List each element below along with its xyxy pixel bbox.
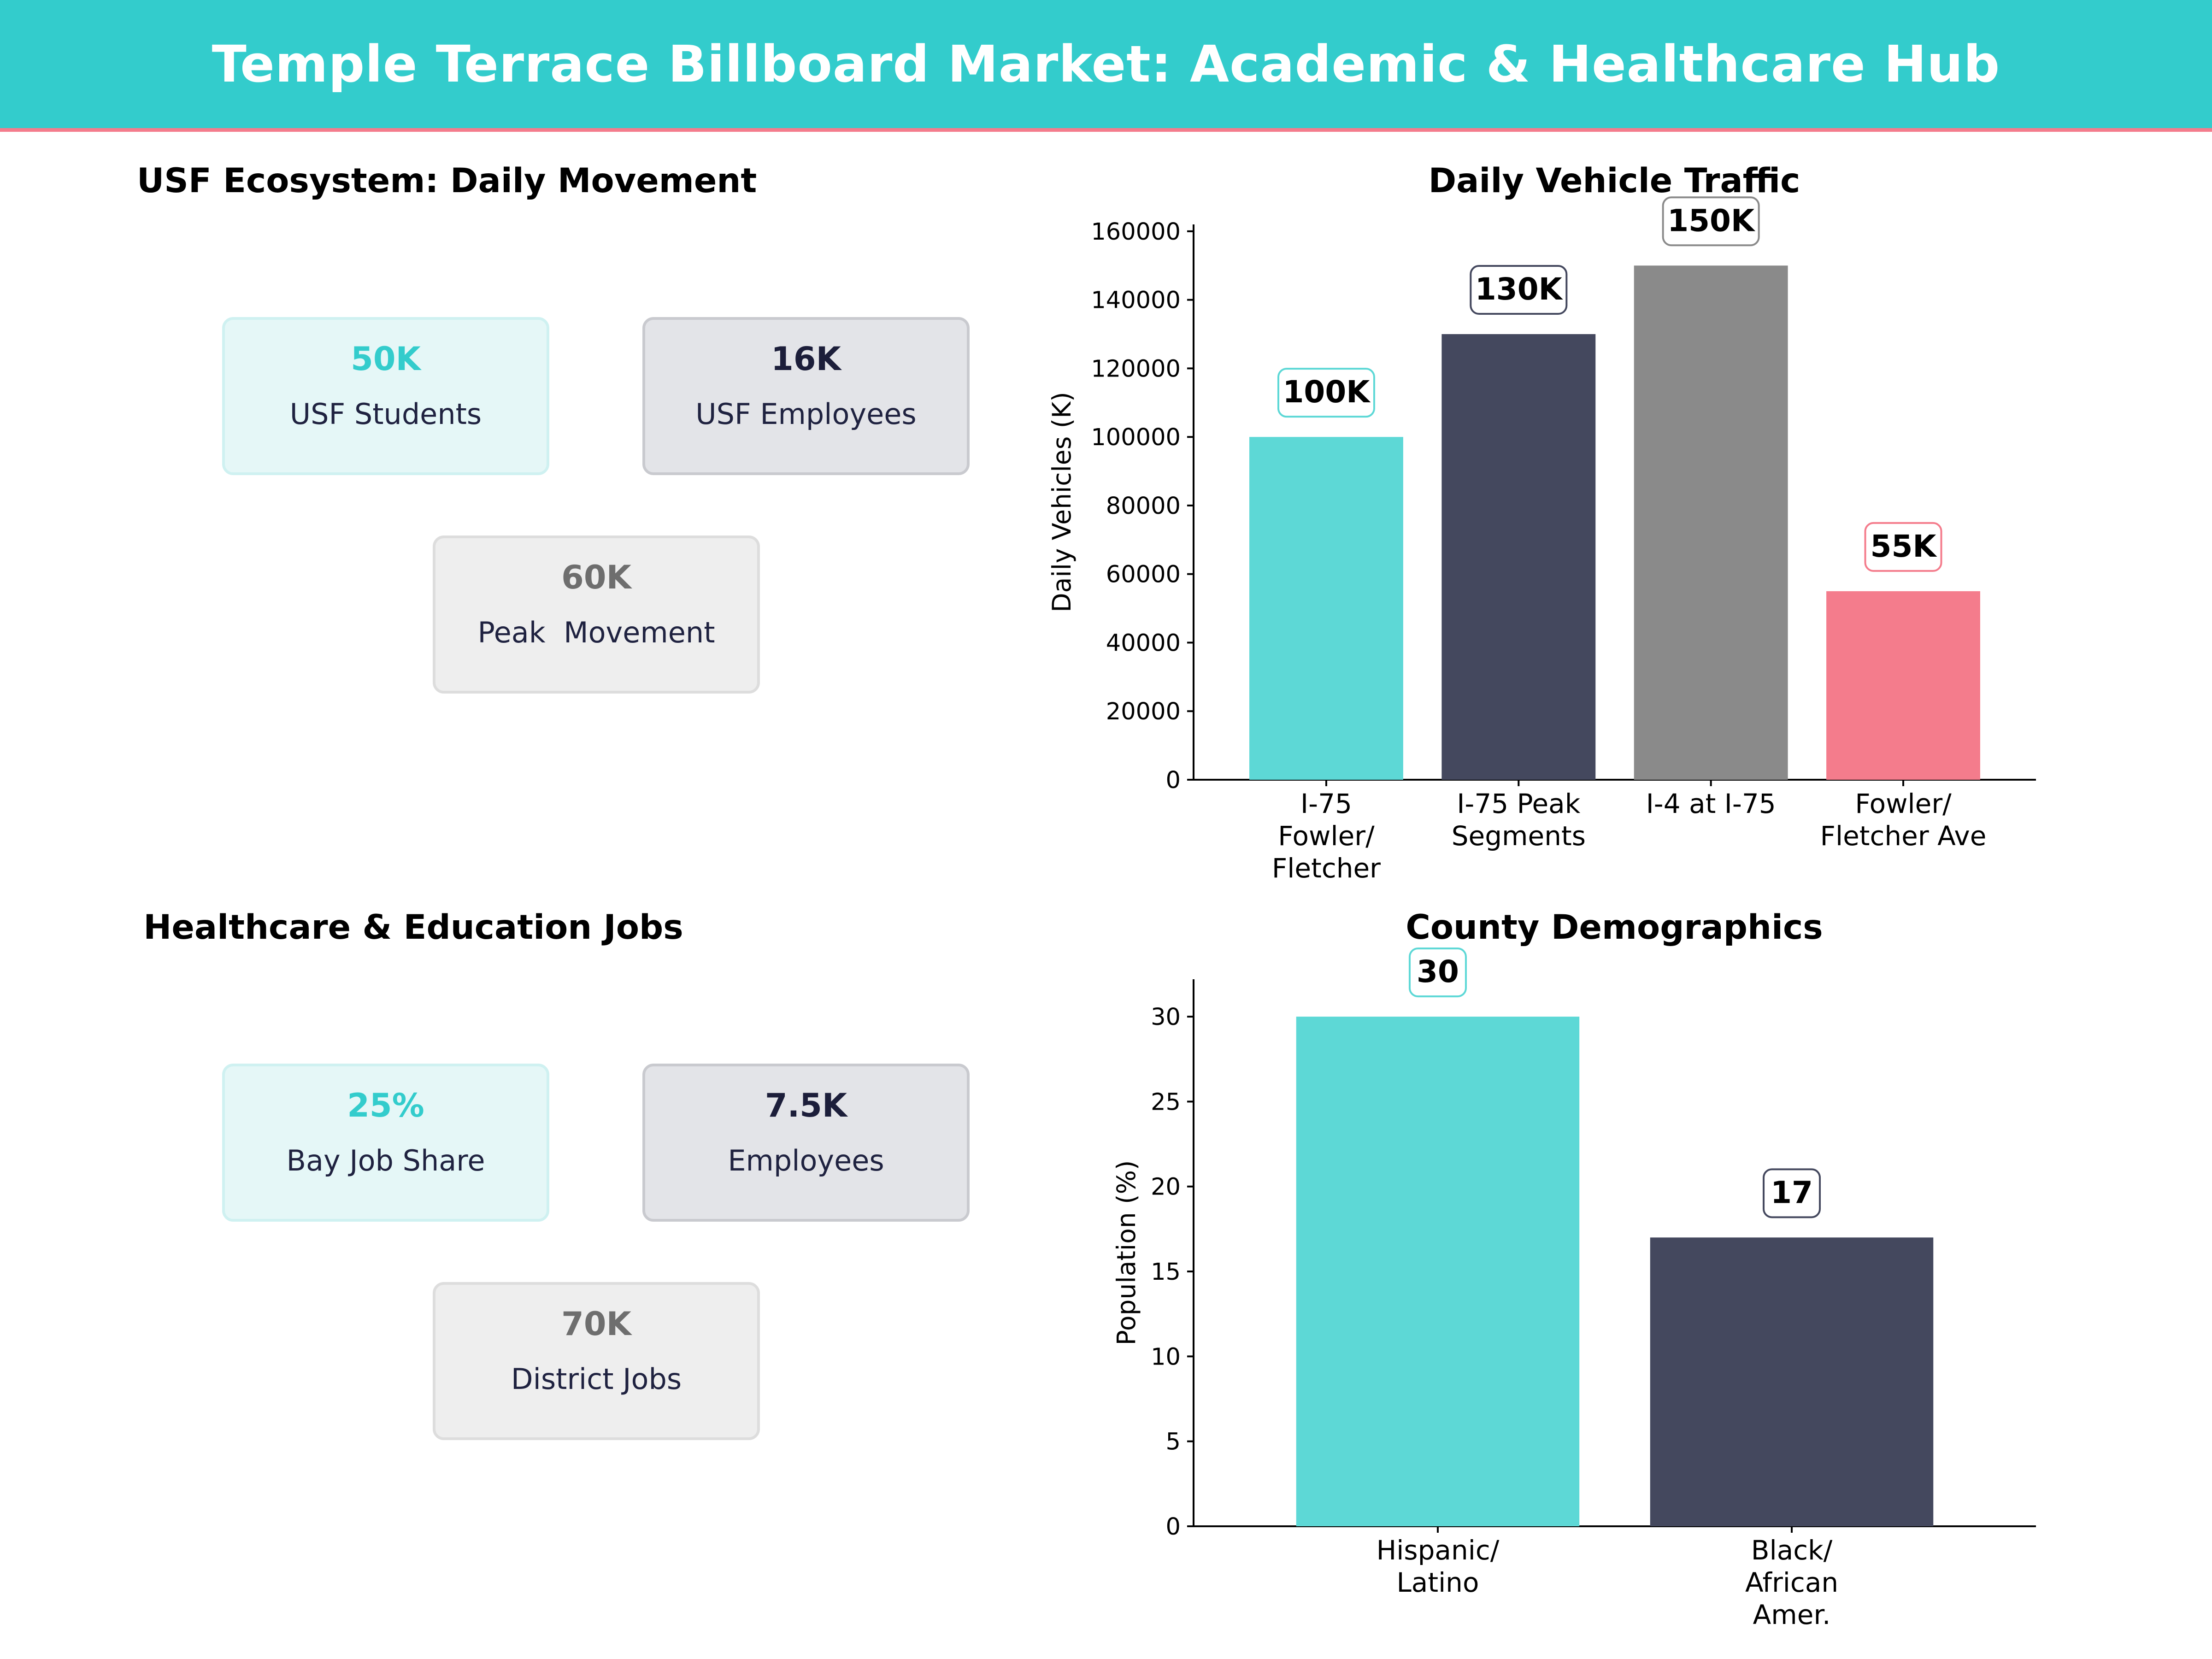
kpi-card-usf-students: 50K USF Students xyxy=(222,317,549,475)
data-label: 17 xyxy=(1771,1175,1813,1210)
kpi-label: Peak Movement xyxy=(477,616,715,649)
x-tick-label-line: I-4 at I-75 xyxy=(1646,788,1776,819)
x-tick-label: Fowler/Fletcher Ave xyxy=(1820,788,1987,852)
kpi-value: 7.5K xyxy=(765,1087,847,1124)
bar xyxy=(1441,334,1596,780)
x-tick-label-line: I-75 xyxy=(1300,788,1352,819)
data-label-box xyxy=(1408,947,1467,998)
x-tick-label-line: Fletcher Ave xyxy=(1820,820,1987,852)
y-axis-label: Daily Vehicles (K) xyxy=(1047,392,1077,612)
x-tick-label: I-4 at I-75 xyxy=(1646,788,1776,819)
kpi-card-peak-movement: 60K Peak Movement xyxy=(433,535,760,694)
y-tick-label: 80000 xyxy=(1106,493,1181,520)
bar xyxy=(1650,1237,1934,1526)
y-tick-label: 30 xyxy=(1151,1004,1181,1031)
x-tick-label-line: Segments xyxy=(1452,820,1586,852)
kpi-card-bay-job-share: 25% Bay Job Share xyxy=(222,1064,549,1222)
kpi-card-district-jobs: 70K District Jobs xyxy=(433,1282,760,1440)
x-tick-label-line: Latino xyxy=(1396,1567,1479,1598)
jobs-panel-title: Healthcare & Education Jobs xyxy=(143,908,683,947)
kpi-label: Bay Job Share xyxy=(286,1144,485,1177)
data-label-box xyxy=(1662,196,1760,247)
y-axis-label: Population (%) xyxy=(1112,1160,1141,1346)
data-label-box xyxy=(1763,1168,1821,1218)
kpi-value: 70K xyxy=(561,1305,631,1343)
x-tick-label: I-75 Fowler/Fletcher xyxy=(1272,788,1381,884)
y-tick-label: 5 xyxy=(1166,1429,1181,1456)
kpi-value: 60K xyxy=(561,559,631,596)
x-tick-label-line: Fowler/ xyxy=(1278,820,1375,852)
x-tick-label-line: Amer. xyxy=(1753,1599,1831,1630)
demographics-chart-title: County Demographics xyxy=(1406,908,1823,947)
x-tick-label: Black/African Amer. xyxy=(1745,1535,1838,1630)
kpi-card-employees: 7.5K Employees xyxy=(642,1064,970,1222)
x-tick-label-line: Black/ xyxy=(1751,1535,1833,1566)
x-tick-label-line: Fletcher xyxy=(1272,853,1381,884)
data-label: 30 xyxy=(1417,954,1459,989)
y-tick-label: 20 xyxy=(1151,1174,1181,1201)
x-tick-label: Hispanic/Latino xyxy=(1377,1535,1500,1598)
y-tick-label: 0 xyxy=(1166,1513,1181,1541)
kpi-value: 25% xyxy=(347,1087,424,1124)
kpi-label: USF Students xyxy=(289,397,482,431)
x-tick-label: I-75 Peak Segments xyxy=(1452,788,1586,852)
kpi-card-usf-employees: 16K USF Employees xyxy=(642,317,970,475)
data-label: 150K xyxy=(1667,203,1756,238)
data-label-box xyxy=(1864,522,1942,572)
data-label-box xyxy=(1277,368,1375,418)
y-tick-label: 15 xyxy=(1151,1259,1181,1286)
kpi-label: USF Employees xyxy=(695,397,917,431)
kpi-label: Employees xyxy=(728,1144,884,1177)
data-label: 100K xyxy=(1283,374,1371,410)
usf-panel-title: USF Ecosystem: Daily Movement xyxy=(137,161,757,200)
data-label: 130K xyxy=(1475,271,1564,307)
x-tick-label-line: I-75 Peak xyxy=(1457,788,1580,819)
y-tick-label: 20000 xyxy=(1106,698,1181,725)
x-tick-label-line: Hispanic/ xyxy=(1377,1535,1500,1566)
y-tick-label: 160000 xyxy=(1091,218,1181,246)
bar xyxy=(1296,1017,1580,1526)
y-tick-label: 40000 xyxy=(1106,629,1181,657)
kpi-value: 16K xyxy=(771,340,841,378)
bar xyxy=(1634,265,1788,780)
y-tick-label: 0 xyxy=(1166,767,1181,794)
x-tick-label-line: African xyxy=(1745,1567,1838,1598)
y-tick-label: 100000 xyxy=(1091,424,1181,451)
bar xyxy=(1826,591,1980,780)
kpi-label: District Jobs xyxy=(511,1362,682,1396)
bar xyxy=(1249,437,1403,780)
kpi-value: 50K xyxy=(351,340,421,378)
data-label-box xyxy=(1470,265,1568,315)
header-banner: Temple Terrace Billboard Market: Academi… xyxy=(0,0,2212,132)
page-title: Temple Terrace Billboard Market: Academi… xyxy=(212,35,2000,94)
y-tick-label: 60000 xyxy=(1106,561,1181,588)
x-tick-label-line: Fowler/ xyxy=(1855,788,1952,819)
data-label: 55K xyxy=(1871,529,1938,564)
y-tick-label: 10 xyxy=(1151,1343,1181,1371)
y-tick-label: 25 xyxy=(1151,1088,1181,1116)
y-tick-label: 140000 xyxy=(1091,287,1181,314)
traffic-chart-title: Daily Vehicle Traffic xyxy=(1428,161,1800,200)
y-tick-label: 120000 xyxy=(1091,355,1181,382)
